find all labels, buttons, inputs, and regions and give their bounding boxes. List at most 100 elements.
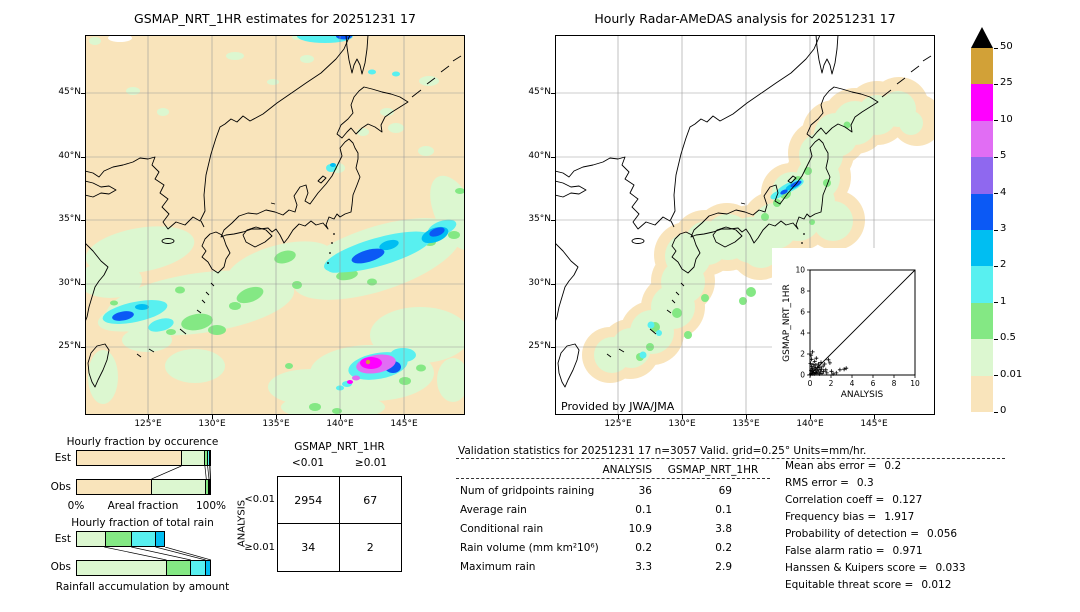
map-x-tick-mark xyxy=(276,415,277,419)
map-x-tick-label: 125°E xyxy=(134,419,162,429)
occurrence-obs-label: Obs xyxy=(50,481,71,493)
metric-frequency-bias: Frequency bias = 1.917 xyxy=(785,511,914,523)
map-y-tick-label: 40°N xyxy=(58,151,81,161)
colorbar-tick-mark xyxy=(994,120,998,122)
contingency-col-label-ge: ≥0.01 xyxy=(354,457,388,469)
colorbar-segment xyxy=(971,84,993,121)
svg-text:6: 6 xyxy=(800,308,805,317)
bar-segment xyxy=(77,480,152,494)
bar-segment xyxy=(205,480,208,494)
map-x-tick-label: 140°E xyxy=(796,419,824,429)
metric-correlation: Correlation coeff = 0.127 xyxy=(785,494,922,506)
lat-lon-grid xyxy=(85,35,465,415)
map-x-tick-label: 145°E xyxy=(860,419,888,429)
svg-text:6: 6 xyxy=(871,379,876,388)
radar-amedas-map: 00 2 2 4 4 6 6 8 8 10 10 ANALYSIS GSMAP_NRT_1HR Pr… xyxy=(555,35,935,415)
svg-text:2: 2 xyxy=(829,379,834,388)
colorbar-tick-mark xyxy=(994,193,998,195)
colorbar-segment xyxy=(971,375,993,413)
stats-row-label: Num of gridpoints raining xyxy=(460,485,595,497)
map-y-tick-label: 30°N xyxy=(528,278,551,288)
metric-ets: Equitable threat score = 0.012 xyxy=(785,579,951,591)
map-y-tick-label: 30°N xyxy=(58,278,81,288)
diagonal-reference-line xyxy=(809,269,916,376)
bar-segment xyxy=(180,451,204,465)
svg-text:10: 10 xyxy=(795,266,805,275)
stats-col-gsmap: GSMAP_NRT_1HR xyxy=(667,464,759,476)
colorbar-tick-label: 3 xyxy=(1000,223,1007,234)
svg-text:0: 0 xyxy=(808,379,813,388)
metric-label: Probability of detection = xyxy=(785,528,920,540)
bar-segment xyxy=(77,451,181,465)
stats-gsmap-value: 2.9 xyxy=(715,561,732,573)
svg-text:4: 4 xyxy=(850,379,855,388)
dashed-rule-header xyxy=(456,478,770,479)
map-y-tick-label: 45°N xyxy=(528,87,551,97)
contingency-cell-fn: 34 xyxy=(278,524,340,571)
metric-rms-error: RMS error = 0.3 xyxy=(785,477,874,489)
map-x-tick-mark xyxy=(874,415,875,419)
stats-analysis-value: 0.2 xyxy=(635,542,652,554)
precip-field-radar xyxy=(582,77,935,383)
stats-analysis-value: 3.3 xyxy=(635,561,652,573)
colorbar-tick-label: 5 xyxy=(1000,150,1007,162)
bar-segment xyxy=(77,532,105,546)
bar-segment xyxy=(131,532,155,546)
metric-label: False alarm ratio = xyxy=(785,545,885,557)
svg-text:8: 8 xyxy=(800,287,805,296)
occurrence-chart-title: Hourly fraction by occurence xyxy=(66,436,219,448)
metric-far: False alarm ratio = 0.971 xyxy=(785,545,923,557)
colorbar-tick-label: 0.01 xyxy=(1000,368,1023,380)
svg-text:0: 0 xyxy=(800,371,805,380)
contingency-row-label-lt: <0.01 xyxy=(244,494,275,505)
contingency-cell-tp: 2 xyxy=(366,541,374,554)
metric-label: RMS error = xyxy=(785,477,849,489)
map-x-tick-mark xyxy=(212,415,213,419)
metric-label: Equitable threat score = xyxy=(785,579,914,591)
stats-analysis-value: 36 xyxy=(638,485,652,497)
metric-hk-score: Hanssen & Kuipers score = 0.033 xyxy=(785,562,966,574)
amount-connectors xyxy=(104,547,211,560)
colorbar-tick-mark xyxy=(994,338,998,340)
metric-value: 0.056 xyxy=(927,528,958,540)
colorbar-segment xyxy=(971,230,993,267)
left-map-title: GSMAP_NRT_1HR estimates for 20251231 17 xyxy=(134,11,416,26)
map-x-tick-label: 135°E xyxy=(262,419,290,429)
areal-fraction-min: 0% xyxy=(67,500,85,512)
coastlines xyxy=(555,35,932,388)
colorbar-overflow-triangle xyxy=(971,27,993,48)
contingency-col-label-lt: <0.01 xyxy=(291,457,325,469)
map-x-tick-label: 135°E xyxy=(732,419,760,429)
metric-value: 1.917 xyxy=(884,511,915,523)
map-x-tick-label: 130°E xyxy=(668,419,696,429)
colorbar-tick-label: 4 xyxy=(1000,186,1007,198)
contingency-cell-fp: 67 xyxy=(339,477,401,524)
occurrence-connectors xyxy=(151,466,211,479)
amount-est-bar xyxy=(76,531,166,547)
map-x-tick-mark xyxy=(148,415,149,419)
amount-est-label: Est xyxy=(54,533,71,545)
map-y-tick-mark xyxy=(551,93,555,94)
colorbar-tick-label: 0 xyxy=(1000,405,1007,416)
map-x-tick-label: 145°E xyxy=(390,419,418,429)
amount-axis-label: Rainfall accumulation by amount xyxy=(55,581,230,593)
colorbar-tick-mark xyxy=(994,375,998,377)
lat-lon-grid xyxy=(555,35,935,415)
inset-y-label: GSMAP_NRT_1HR xyxy=(782,284,792,362)
stats-col-analysis: ANALYSIS xyxy=(602,464,652,476)
amount-obs-bar xyxy=(76,560,211,576)
colorbar-segment xyxy=(971,302,993,340)
map-y-tick-label: 40°N xyxy=(528,151,551,161)
colorbar-tick-mark xyxy=(994,83,998,85)
colorbar-segment xyxy=(971,120,993,158)
bar-segment xyxy=(154,532,165,546)
map-x-tick-mark xyxy=(746,415,747,419)
bar-segment xyxy=(77,561,167,575)
areal-fraction-max: 100% xyxy=(195,500,227,512)
metric-label: Mean abs error = xyxy=(785,460,877,472)
metric-value: 0.127 xyxy=(892,494,923,506)
credit-text: Provided by JWA/JMA xyxy=(561,400,675,413)
amount-chart-title: Hourly fraction of total rain xyxy=(71,517,214,529)
metric-pod: Probability of detection = 0.056 xyxy=(785,528,957,540)
